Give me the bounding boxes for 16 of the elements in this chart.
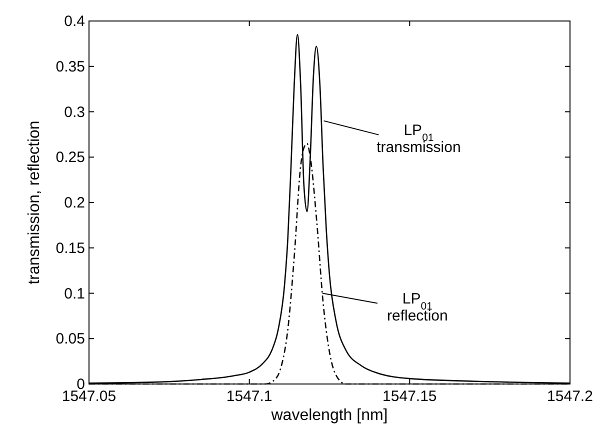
y-tick-label: 0.35 — [56, 58, 85, 76]
y-tick-label: 0.2 — [64, 194, 85, 212]
x-tick-label: 1547.15 — [382, 388, 437, 405]
y-axis-title: transmission, reflection — [26, 120, 43, 284]
y-tick-label: 0.4 — [64, 13, 85, 30]
y-tick-label: 0.1 — [64, 285, 85, 302]
x-tick-label: 1547.2 — [547, 388, 593, 405]
y-tick-label: 0.05 — [56, 330, 85, 348]
annotation: LP$_{01}$ transmission — [376, 122, 461, 156]
y-tick-label: 0.25 — [56, 149, 85, 166]
y-tick-label: 0.15 — [56, 240, 85, 257]
x-tick-label: 1547.1 — [226, 388, 272, 405]
annotation: LP$_{01}$ reflection — [387, 290, 448, 324]
x-axis-title: wavelength [nm] — [270, 407, 388, 424]
y-tick-label: 0.3 — [64, 104, 85, 121]
x-tick-label: 1547.05 — [62, 388, 116, 405]
